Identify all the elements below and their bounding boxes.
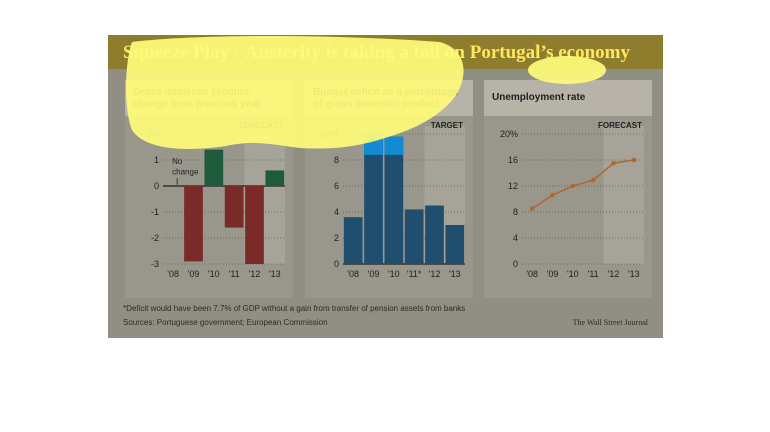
unemployment-xtick-label: '09	[547, 269, 559, 279]
gdp-bar	[265, 170, 285, 186]
gdp-xtick-label: '09	[188, 269, 200, 279]
title-separator: |	[235, 42, 239, 63]
deficit-ytick-label: 0	[334, 259, 339, 269]
gdp-chart: FORECAST 2% 1 0 -1 -2 -3 '08 '09 '10 '11 '12 '13 Noch…	[146, 121, 285, 279]
chart-graphic: Squeeze Play | Austerity is taking a toll …	[108, 35, 663, 338]
gdp-bar	[224, 186, 244, 228]
deficit-title-line-1: Budget deficit as a percentage	[313, 87, 459, 98]
unemployment-point	[590, 177, 596, 183]
unemployment-title-line-1: Unemployment rate	[492, 92, 586, 103]
gdp-title-line-1: Gross domestic product,	[133, 87, 252, 98]
gdp-panel-title: Gross domestic product, change from prev…	[133, 87, 261, 111]
gdp-xtick-label: '12	[249, 269, 261, 279]
deficit-ytick-label: 4	[334, 207, 339, 217]
deficit-bar	[445, 225, 465, 264]
deficit-panel: Budget deficit as a percentage of gross …	[305, 80, 473, 298]
deficit-bar	[384, 136, 404, 264]
gdp-ytick-label: -1	[151, 207, 159, 217]
unemployment-ytick-label: 4	[513, 233, 518, 243]
unemployment-panel: Unemployment rate FORECAST 20% 16 12 8 4 0 '08 '…	[484, 80, 652, 298]
deficit-title-line-2: of gross domestic product	[313, 99, 440, 110]
gdp-bar	[245, 186, 264, 264]
gdp-bar	[184, 186, 203, 262]
deficit-bar	[343, 217, 363, 264]
gdp-ytick-label: 2%	[146, 129, 159, 139]
deficit-xtick-label: '10	[388, 269, 400, 279]
gdp-shade-label: FORECAST	[239, 121, 283, 130]
unemployment-xtick-label: '13	[628, 269, 640, 279]
gdp-xtick-label: '10	[208, 269, 220, 279]
unemployment-ytick-label: 16	[508, 155, 518, 165]
sources-note: Sources: Portuguese government; European…	[123, 318, 328, 327]
deficit-bar-highlight	[364, 132, 383, 155]
gdp-bar	[204, 149, 224, 186]
deficit-bar	[364, 134, 383, 264]
unemployment-xtick-label: '10	[567, 269, 579, 279]
unemployment-point	[631, 157, 637, 163]
chart-title: Squeeze Play | Austerity is taking a toll …	[123, 42, 630, 64]
unemployment-ytick-label: 20%	[500, 129, 518, 139]
title-bar: Squeeze Play | Austerity is taking a toll …	[108, 35, 663, 69]
credit-line: The Wall Street Journal	[572, 318, 648, 327]
gdp-xtick-label: '13	[269, 269, 281, 279]
deficit-ytick-label: 6	[334, 181, 339, 191]
deficit-bar	[425, 205, 444, 264]
deficit-ytick-label: 10%	[321, 129, 339, 139]
unemployment-ytick-label: 0	[513, 259, 518, 269]
unemployment-point	[570, 183, 576, 189]
deficit-xtick-label: '08	[347, 269, 359, 279]
unemployment-xtick-label: '12	[608, 269, 620, 279]
unemployment-chart: FORECAST 20% 16 12 8 4 0 '08 '09 '10 '11 '12 '13	[500, 121, 644, 279]
deficit-panel-header: Budget deficit as a percentage of gross …	[305, 80, 473, 116]
unemployment-xtick-label: '11	[588, 269, 599, 279]
deficit-xtick-label: '12	[429, 269, 441, 279]
gdp-xtick-label: '08	[167, 269, 179, 279]
footnote: *Deficit would have been 7.7% of GDP wit…	[123, 304, 466, 313]
gdp-title-line-2: change from previous year	[133, 99, 261, 110]
unemployment-point	[611, 160, 616, 166]
gdp-annotation-line-2: change	[172, 167, 199, 176]
title-kicker: Squeeze Play	[123, 42, 230, 63]
gdp-panel-header: Gross domestic product, change from prev…	[125, 80, 293, 116]
gdp-xtick-label: '11	[229, 269, 240, 279]
unemployment-xtick-label: '08	[526, 269, 538, 279]
deficit-ytick-label: 2	[334, 233, 339, 243]
unemployment-point	[529, 206, 535, 212]
unemployment-panel-header: Unemployment rate	[484, 80, 652, 116]
unemployment-point	[550, 192, 555, 198]
deficit-bar	[404, 209, 424, 264]
unemployment-shade-label: FORECAST	[598, 121, 642, 130]
deficit-panel-title: Budget deficit as a percentage of gross …	[313, 87, 458, 111]
unemployment-panel-title: Unemployment rate	[492, 92, 585, 104]
deficit-xtick-label: '13	[449, 269, 461, 279]
deficit-xtick-label: '09	[368, 269, 380, 279]
unemployment-ytick-label: 8	[513, 207, 518, 217]
gdp-ytick-label: 0	[154, 181, 159, 191]
deficit-chart: TARGET 10% 8 6 4 2 0 '08 '09 '10 '11* '12 '13	[321, 121, 465, 279]
title-headline: Austerity is taking a toll on Portugal’s…	[244, 42, 630, 63]
gdp-annotation-line-1: No	[172, 157, 183, 166]
gdp-ytick-label: -2	[151, 233, 159, 243]
gdp-ytick-label: -3	[151, 259, 159, 269]
unemployment-ytick-label: 12	[508, 181, 518, 191]
deficit-ytick-label: 8	[334, 155, 339, 165]
deficit-xtick-label: '11*	[407, 269, 422, 279]
unemployment-shade-band	[603, 126, 644, 264]
unemployment-series-line	[531, 159, 634, 210]
gdp-ytick-label: 1	[154, 155, 159, 165]
deficit-bar-highlight	[384, 136, 404, 155]
deficit-shade-label: TARGET	[431, 121, 463, 130]
gdp-panel: Gross domestic product, change from prev…	[125, 80, 293, 298]
